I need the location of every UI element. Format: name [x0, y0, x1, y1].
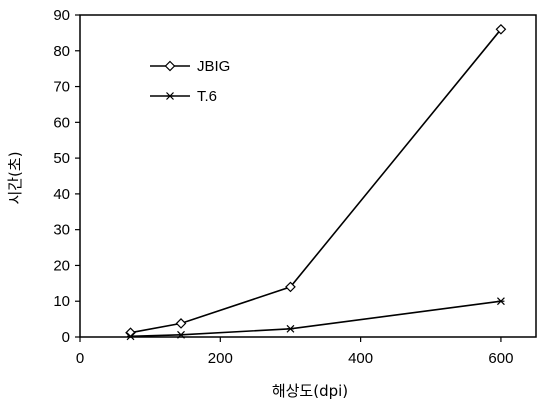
- y-tick-label: 60: [53, 114, 70, 131]
- x-tick-label: 400: [348, 350, 373, 367]
- legend: JBIG T.6: [150, 58, 230, 105]
- data-point-jbig: [495, 23, 507, 35]
- y-tick-label: 10: [53, 293, 70, 310]
- series-line-t-6: [130, 300, 502, 338]
- y-tick-label: 50: [53, 150, 70, 167]
- y-axis-title: 시간(초): [6, 151, 24, 204]
- legend-label-t-6: T.6: [197, 88, 217, 105]
- data-point-t-6: [126, 332, 135, 341]
- x-tick-label: 0: [76, 350, 84, 367]
- data-point-jbig: [285, 281, 296, 293]
- series-layer: [125, 23, 507, 341]
- y-tick-label: 30: [53, 222, 70, 239]
- tick-labels: 0 10 20 30 40 50 60 70 80 90 0 200 400 600: [53, 7, 513, 367]
- y-tick-label: 90: [53, 7, 70, 24]
- legend-label-jbig: JBIG: [197, 58, 230, 75]
- legend-marker-jbig: [164, 60, 176, 72]
- data-point-t-6: [496, 297, 505, 306]
- plot-frame: [79, 14, 537, 338]
- data-point-jbig: [175, 318, 187, 329]
- y-tick-label: 0: [62, 329, 70, 346]
- data-point-t-6: [177, 330, 185, 339]
- y-tick-label: 70: [53, 79, 70, 96]
- axes: [75, 14, 537, 342]
- y-tick-label: 40: [53, 186, 70, 203]
- data-point-t-6: [286, 324, 295, 333]
- y-tick-label: 20: [53, 257, 70, 274]
- y-tick-label: 80: [53, 43, 70, 60]
- series-line-jbig: [130, 28, 502, 334]
- x-tick-label: 600: [488, 350, 513, 367]
- x-tick-label: 200: [208, 350, 233, 367]
- data-point-jbig: [125, 327, 136, 339]
- x-axis-title: 해상도(dpi): [272, 382, 348, 400]
- legend-marker-t-6: [166, 92, 174, 100]
